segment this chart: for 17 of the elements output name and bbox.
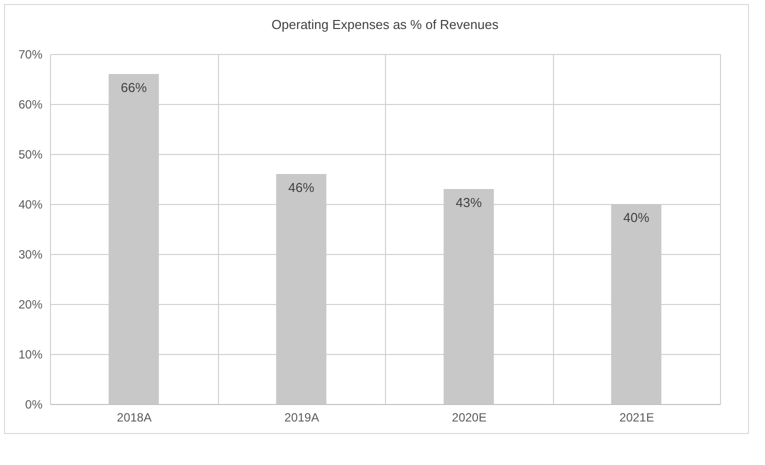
x-tick-label: 2021E (619, 410, 654, 424)
y-tick-label: 0% (25, 398, 43, 412)
y-tick-label: 40% (18, 198, 43, 212)
chart-title: Operating Expenses as % of Revenues (272, 17, 499, 32)
data-label: 43% (456, 195, 482, 210)
y-tick-label: 30% (18, 248, 43, 262)
x-tick-label: 2020E (452, 410, 487, 424)
y-tick-label: 50% (18, 148, 43, 162)
y-tick-label: 60% (18, 98, 43, 112)
x-tick-label: 2019A (284, 410, 320, 424)
y-tick-label: 20% (18, 298, 43, 312)
data-label: 66% (120, 80, 148, 95)
data-label: 40% (623, 210, 650, 225)
data-label: 46% (288, 180, 315, 195)
y-tick-label: 10% (18, 348, 43, 362)
y-tick-label: 70% (18, 48, 43, 62)
x-tick-label: 2018A (116, 410, 152, 424)
